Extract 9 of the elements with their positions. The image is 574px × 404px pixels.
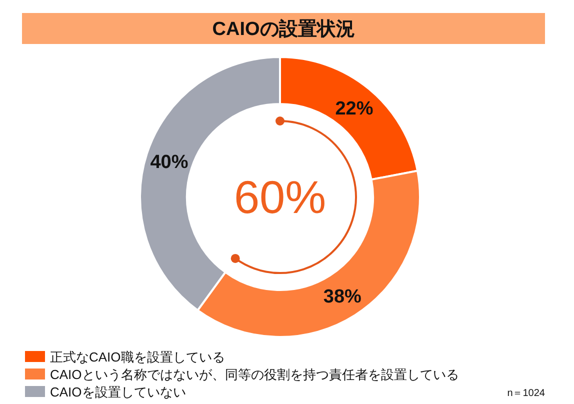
text: n＝1024 — [507, 388, 546, 399]
chart-title: CAIOの設置状況 — [212, 18, 355, 40]
text: 60% — [234, 171, 326, 223]
legend-label: CAIOという名称ではないが、同等の役割を持つ責任者を設置している — [50, 367, 459, 382]
legend-label: 正式なCAIO職を設置している — [50, 350, 225, 364]
legend-label: CAIOを設置していない — [50, 384, 186, 400]
data-label: 22% — [335, 98, 374, 120]
data-label: 40% — [150, 152, 188, 173]
data-label: 38% — [323, 286, 362, 308]
